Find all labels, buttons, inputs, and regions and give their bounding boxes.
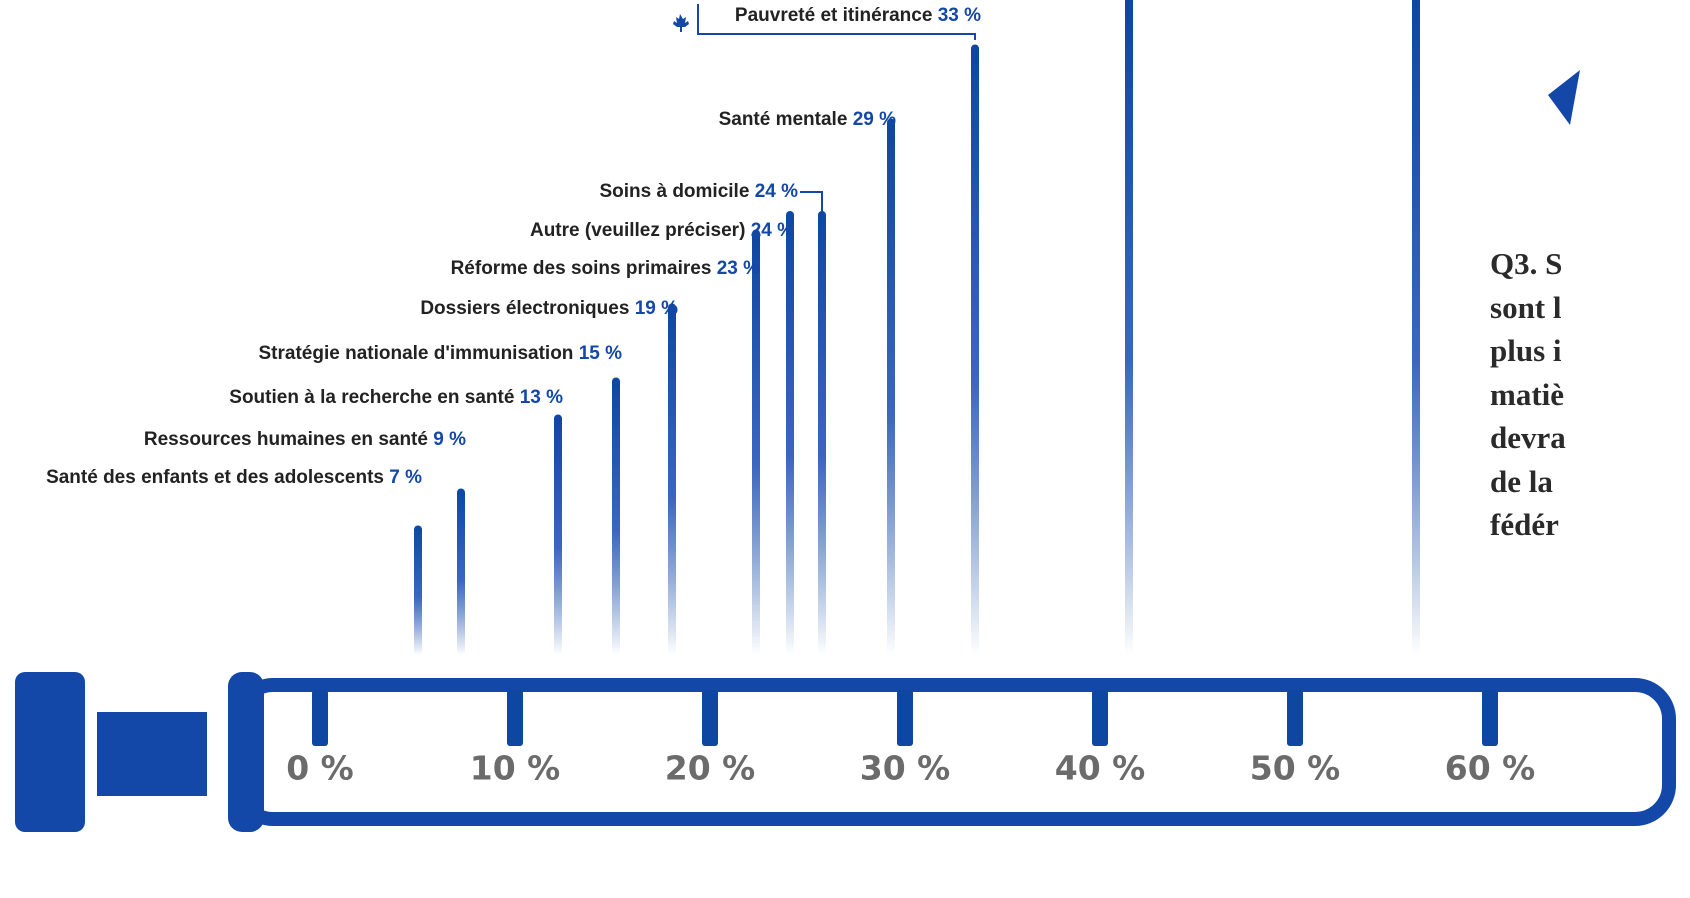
category-label: Autre (veuillez préciser) (530, 220, 745, 241)
connector (697, 4, 976, 40)
category-label: Pauvreté et itinérance (735, 5, 932, 26)
question-line: plus i (1490, 333, 1562, 368)
value-label: 23 % (717, 258, 760, 279)
tick-mark (1482, 690, 1498, 746)
bar (887, 118, 895, 655)
bar-label: Autre (veuillez préciser) 24 % (530, 220, 794, 241)
value-label: 24 % (755, 181, 798, 202)
x-tick-label: 40 % (1055, 749, 1145, 788)
bar (786, 211, 794, 655)
category-label: Dossiers électroniques (420, 298, 629, 319)
thermo-rim (228, 672, 264, 832)
value-label: 9 % (433, 429, 466, 450)
thermo-cap (15, 672, 85, 832)
question: Q3. S sont l plus i matiè devra de la fé… (1490, 246, 1566, 542)
question-line: matiè (1490, 377, 1564, 412)
bar-label: Ressources humaines en santé 9 % (144, 429, 466, 450)
bar-label: Santé des enfants et des adolescents 7 % (46, 467, 422, 488)
bar (752, 229, 760, 655)
question-line: Q3. S (1490, 246, 1562, 281)
category-label: Santé mentale (719, 109, 848, 130)
x-tick-label: 30 % (860, 749, 950, 788)
question-line: devra (1490, 420, 1566, 455)
question-line: sont l (1490, 290, 1562, 325)
bar (668, 303, 676, 655)
question-line: fédér (1490, 507, 1559, 542)
tick-mark (507, 690, 523, 746)
x-tick-label: 60 % (1445, 749, 1535, 788)
decor-line (1412, 0, 1420, 655)
bar (414, 525, 422, 655)
value-label: 24 % (751, 220, 794, 241)
bar-label: Soins à domicile 24 % (599, 181, 798, 202)
x-tick-label: 0 % (286, 749, 354, 788)
tick-mark (1287, 690, 1303, 746)
value-label: 29 % (853, 109, 896, 130)
category-label: Soins à domicile (599, 181, 749, 202)
category-label: Réforme des soins primaires (451, 258, 712, 279)
value-label: 7 % (389, 467, 422, 488)
value-label: 13 % (520, 387, 563, 408)
value-label: 33 % (938, 5, 981, 26)
bar-label: Stratégie nationale d'immunisation 15 % (259, 343, 623, 364)
x-tick-label: 10 % (470, 749, 560, 788)
bar-label: Réforme des soins primaires 23 % (451, 258, 761, 279)
bar-label: Soutien à la recherche en santé 13 % (229, 387, 563, 408)
category-label: Soutien à la recherche en santé (229, 387, 514, 408)
x-tick-label: 50 % (1250, 749, 1340, 788)
bar (457, 488, 465, 655)
category-label: Ressources humaines en santé (144, 429, 428, 450)
tick-mark (312, 690, 328, 746)
tick-mark (897, 690, 913, 746)
category-label: Stratégie nationale d'immunisation (259, 343, 574, 364)
bar (554, 414, 562, 655)
decor-line (1125, 0, 1133, 655)
bar (612, 377, 620, 655)
bar-label: Pauvreté et itinérance 33 % (735, 5, 981, 26)
tick-mark (702, 690, 718, 746)
x-tick-label: 20 % (665, 749, 755, 788)
category-label: Santé des enfants et des adolescents (46, 467, 384, 488)
question-line: de la (1490, 464, 1553, 499)
value-label: 15 % (579, 343, 622, 364)
decor-star (1548, 70, 1580, 125)
bar-label: Dossiers électroniques 19 % (420, 298, 678, 319)
bar-label: Santé mentale 29 % (719, 109, 897, 130)
maple-leaf (673, 14, 689, 32)
tick-mark (1092, 690, 1108, 746)
bar (971, 44, 979, 655)
value-label: 19 % (635, 298, 678, 319)
bar (818, 211, 826, 655)
thermo-neck (97, 712, 207, 796)
